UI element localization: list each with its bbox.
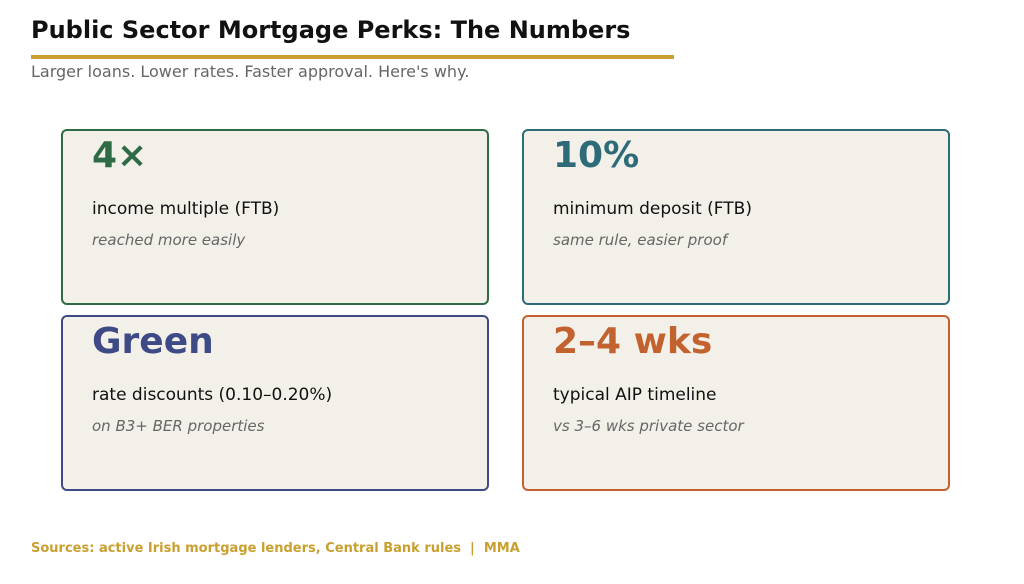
card-stat: 4× (92, 135, 148, 176)
stat-card: 4× income multiple (FTB) reached more easi… (61, 129, 489, 305)
card-note: on B3+ BER properties (92, 417, 265, 435)
card-note: reached more easily (92, 231, 246, 249)
card-label: rate discounts (0.10–0.20%) (92, 385, 333, 405)
card-stat: Green (92, 321, 214, 362)
card-note: same rule, easier proof (553, 231, 728, 249)
card-stat: 2–4 wks (553, 321, 713, 362)
card-label: minimum deposit (FTB) (553, 199, 752, 219)
card-note: vs 3–6 wks private sector (553, 417, 744, 435)
title: Public Sector Mortgage Perks: The Number… (31, 16, 631, 44)
card-stat: 10% (553, 135, 640, 176)
stat-card: 2–4 wks typical AIP timeline vs 3–6 wks pr… (522, 315, 950, 491)
stat-card: Green rate discounts (0.10–0.20%) on B3+ B… (61, 315, 489, 491)
footer: Sources: active Irish mortgage lenders, … (31, 541, 520, 556)
title-rule (31, 55, 674, 59)
card-label: income multiple (FTB) (92, 199, 280, 219)
card-label: typical AIP timeline (553, 385, 717, 405)
subtitle: Larger loans. Lower rates. Faster approv… (31, 62, 470, 81)
stat-card: 10% minimum deposit (FTB) same rule, easie… (522, 129, 950, 305)
